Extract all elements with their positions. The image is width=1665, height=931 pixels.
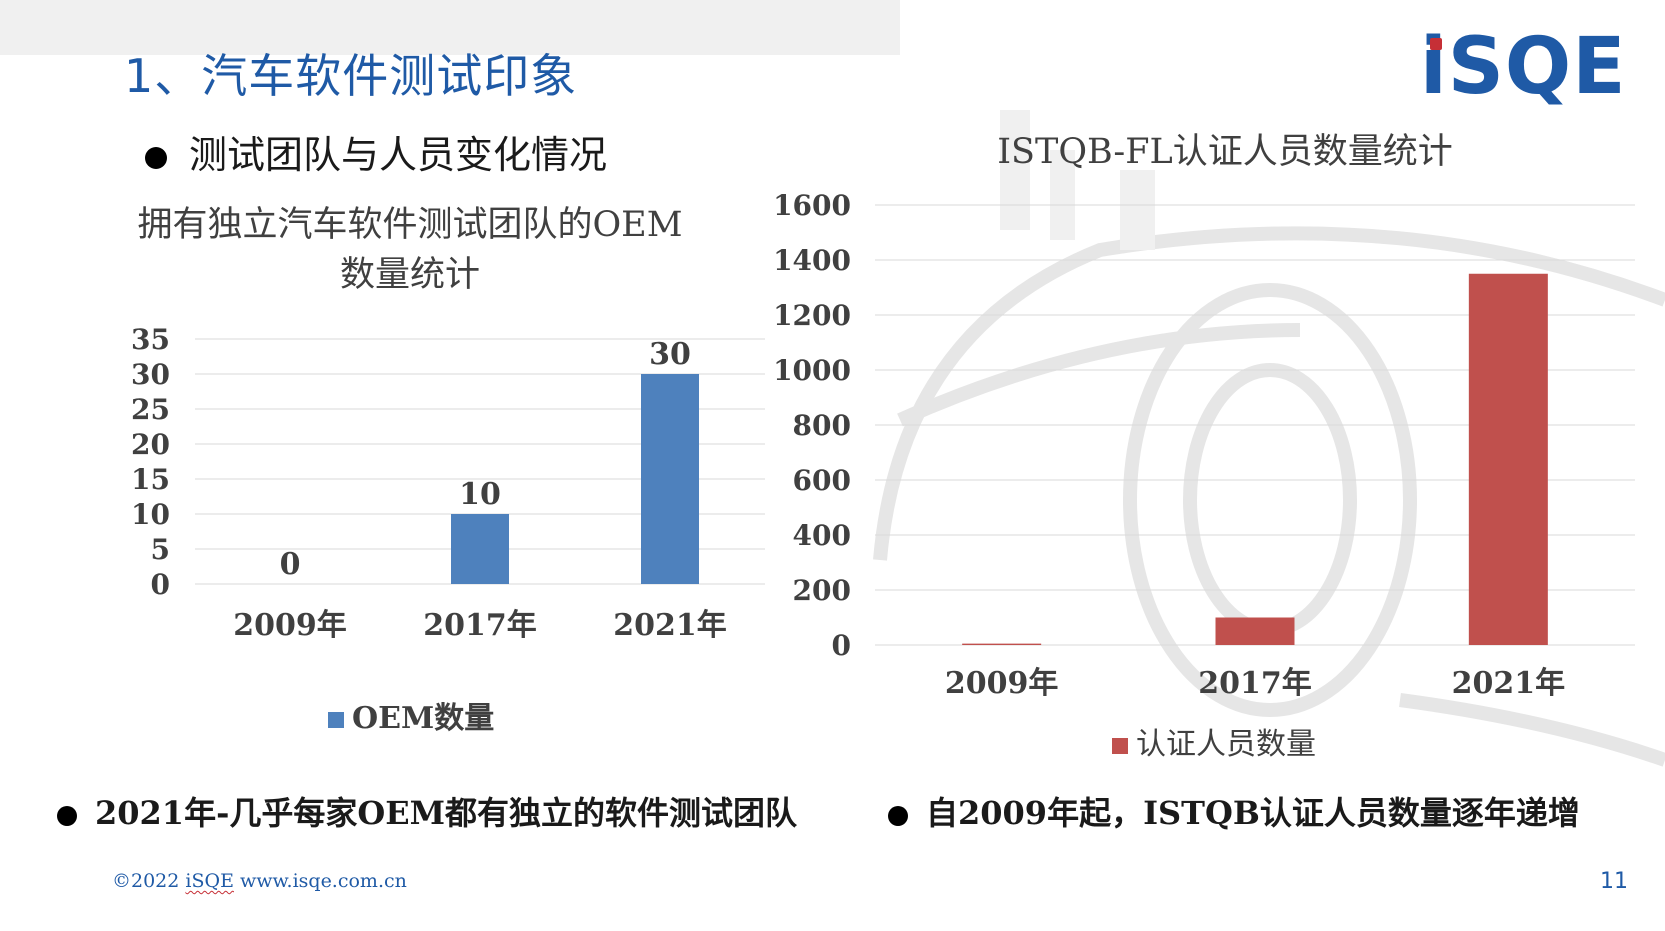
chart1-title-line1: 拥有独立汽车软件测试团队的OEM (137, 205, 683, 245)
chart2-title: ISTQB-FL认证人员数量统计 (997, 132, 1453, 172)
bar (962, 643, 1042, 645)
x-category-label: 2021年 (1452, 666, 1566, 701)
logo-dot (1430, 38, 1442, 50)
y-tick-label: 35 (131, 323, 170, 356)
bar (451, 514, 509, 584)
bottom-right-text: 自2009年起，ISTQB认证人员数量逐年递增 (926, 794, 1580, 832)
y-tick-label: 20 (131, 428, 170, 461)
bottom-left-text: 2021年-几乎每家OEM都有独立的软件测试团队 (95, 794, 798, 832)
footer-copyright: ©2022 (112, 870, 180, 892)
y-tick-label: 200 (793, 574, 851, 607)
subtitle-bullet: 测试团队与人员变化情况 (145, 124, 607, 179)
bullet-dot-icon (57, 805, 77, 826)
x-category-label: 2009年 (233, 608, 347, 643)
bottom-right-bullet: 自2009年起，ISTQB认证人员数量逐年递增 (888, 788, 1580, 834)
x-category-label: 2017年 (1198, 666, 1312, 701)
chart1-legend-label: OEM数量 (352, 701, 495, 736)
y-tick-label: 400 (793, 519, 851, 552)
slide-title: 1、汽车软件测试印象 (124, 49, 578, 103)
page-number: 11 (1600, 869, 1628, 894)
bullet-dot-icon (888, 805, 908, 826)
bullet-dot-icon (145, 146, 167, 169)
chart1-legend-swatch (328, 712, 344, 728)
y-tick-label: 5 (151, 533, 170, 566)
x-category-label: 2017年 (423, 608, 537, 643)
footer-brand: iSQE (185, 870, 234, 892)
chart2-legend-label: 认证人员数量 (1136, 727, 1316, 762)
y-tick-label: 600 (793, 464, 851, 497)
data-label: 10 (459, 477, 501, 512)
chart1-title: 拥有独立汽车软件测试团队的OEM 数量统计 (100, 200, 720, 300)
y-tick-label: 1200 (773, 299, 851, 332)
chart2-legend-swatch (1112, 738, 1128, 754)
data-label: 30 (649, 337, 691, 372)
y-tick-label: 1400 (773, 244, 851, 277)
y-tick-label: 10 (131, 498, 170, 531)
y-tick-label: 1600 (773, 189, 851, 222)
x-category-label: 2009年 (945, 666, 1059, 701)
y-tick-label: 0 (151, 568, 170, 601)
y-tick-label: 1000 (773, 354, 851, 387)
x-category-label: 2021年 (613, 608, 727, 643)
footer: ©2022 iSQE www.isqe.com.cn (112, 870, 407, 892)
chart1-title-line2: 数量统计 (339, 255, 480, 295)
subtitle-text: 测试团队与人员变化情况 (189, 133, 608, 177)
y-tick-label: 25 (131, 393, 170, 426)
y-tick-label: 0 (832, 629, 851, 662)
isqe-logo: iSQE (1420, 28, 1640, 106)
chart1-legend: OEM数量 (328, 693, 494, 737)
bar (1215, 617, 1295, 645)
bottom-left-bullet: 2021年-几乎每家OEM都有独立的软件测试团队 (57, 788, 797, 834)
y-tick-label: 15 (131, 463, 170, 496)
y-tick-label: 30 (131, 358, 170, 391)
logo-text: iSQE (1420, 22, 1627, 112)
chart2-legend: 认证人员数量 (1112, 719, 1316, 763)
y-tick-label: 800 (793, 409, 851, 442)
data-label: 0 (280, 547, 301, 582)
bar (1468, 273, 1548, 645)
bar (641, 374, 699, 584)
footer-url[interactable]: www.isqe.com.cn (240, 870, 407, 892)
